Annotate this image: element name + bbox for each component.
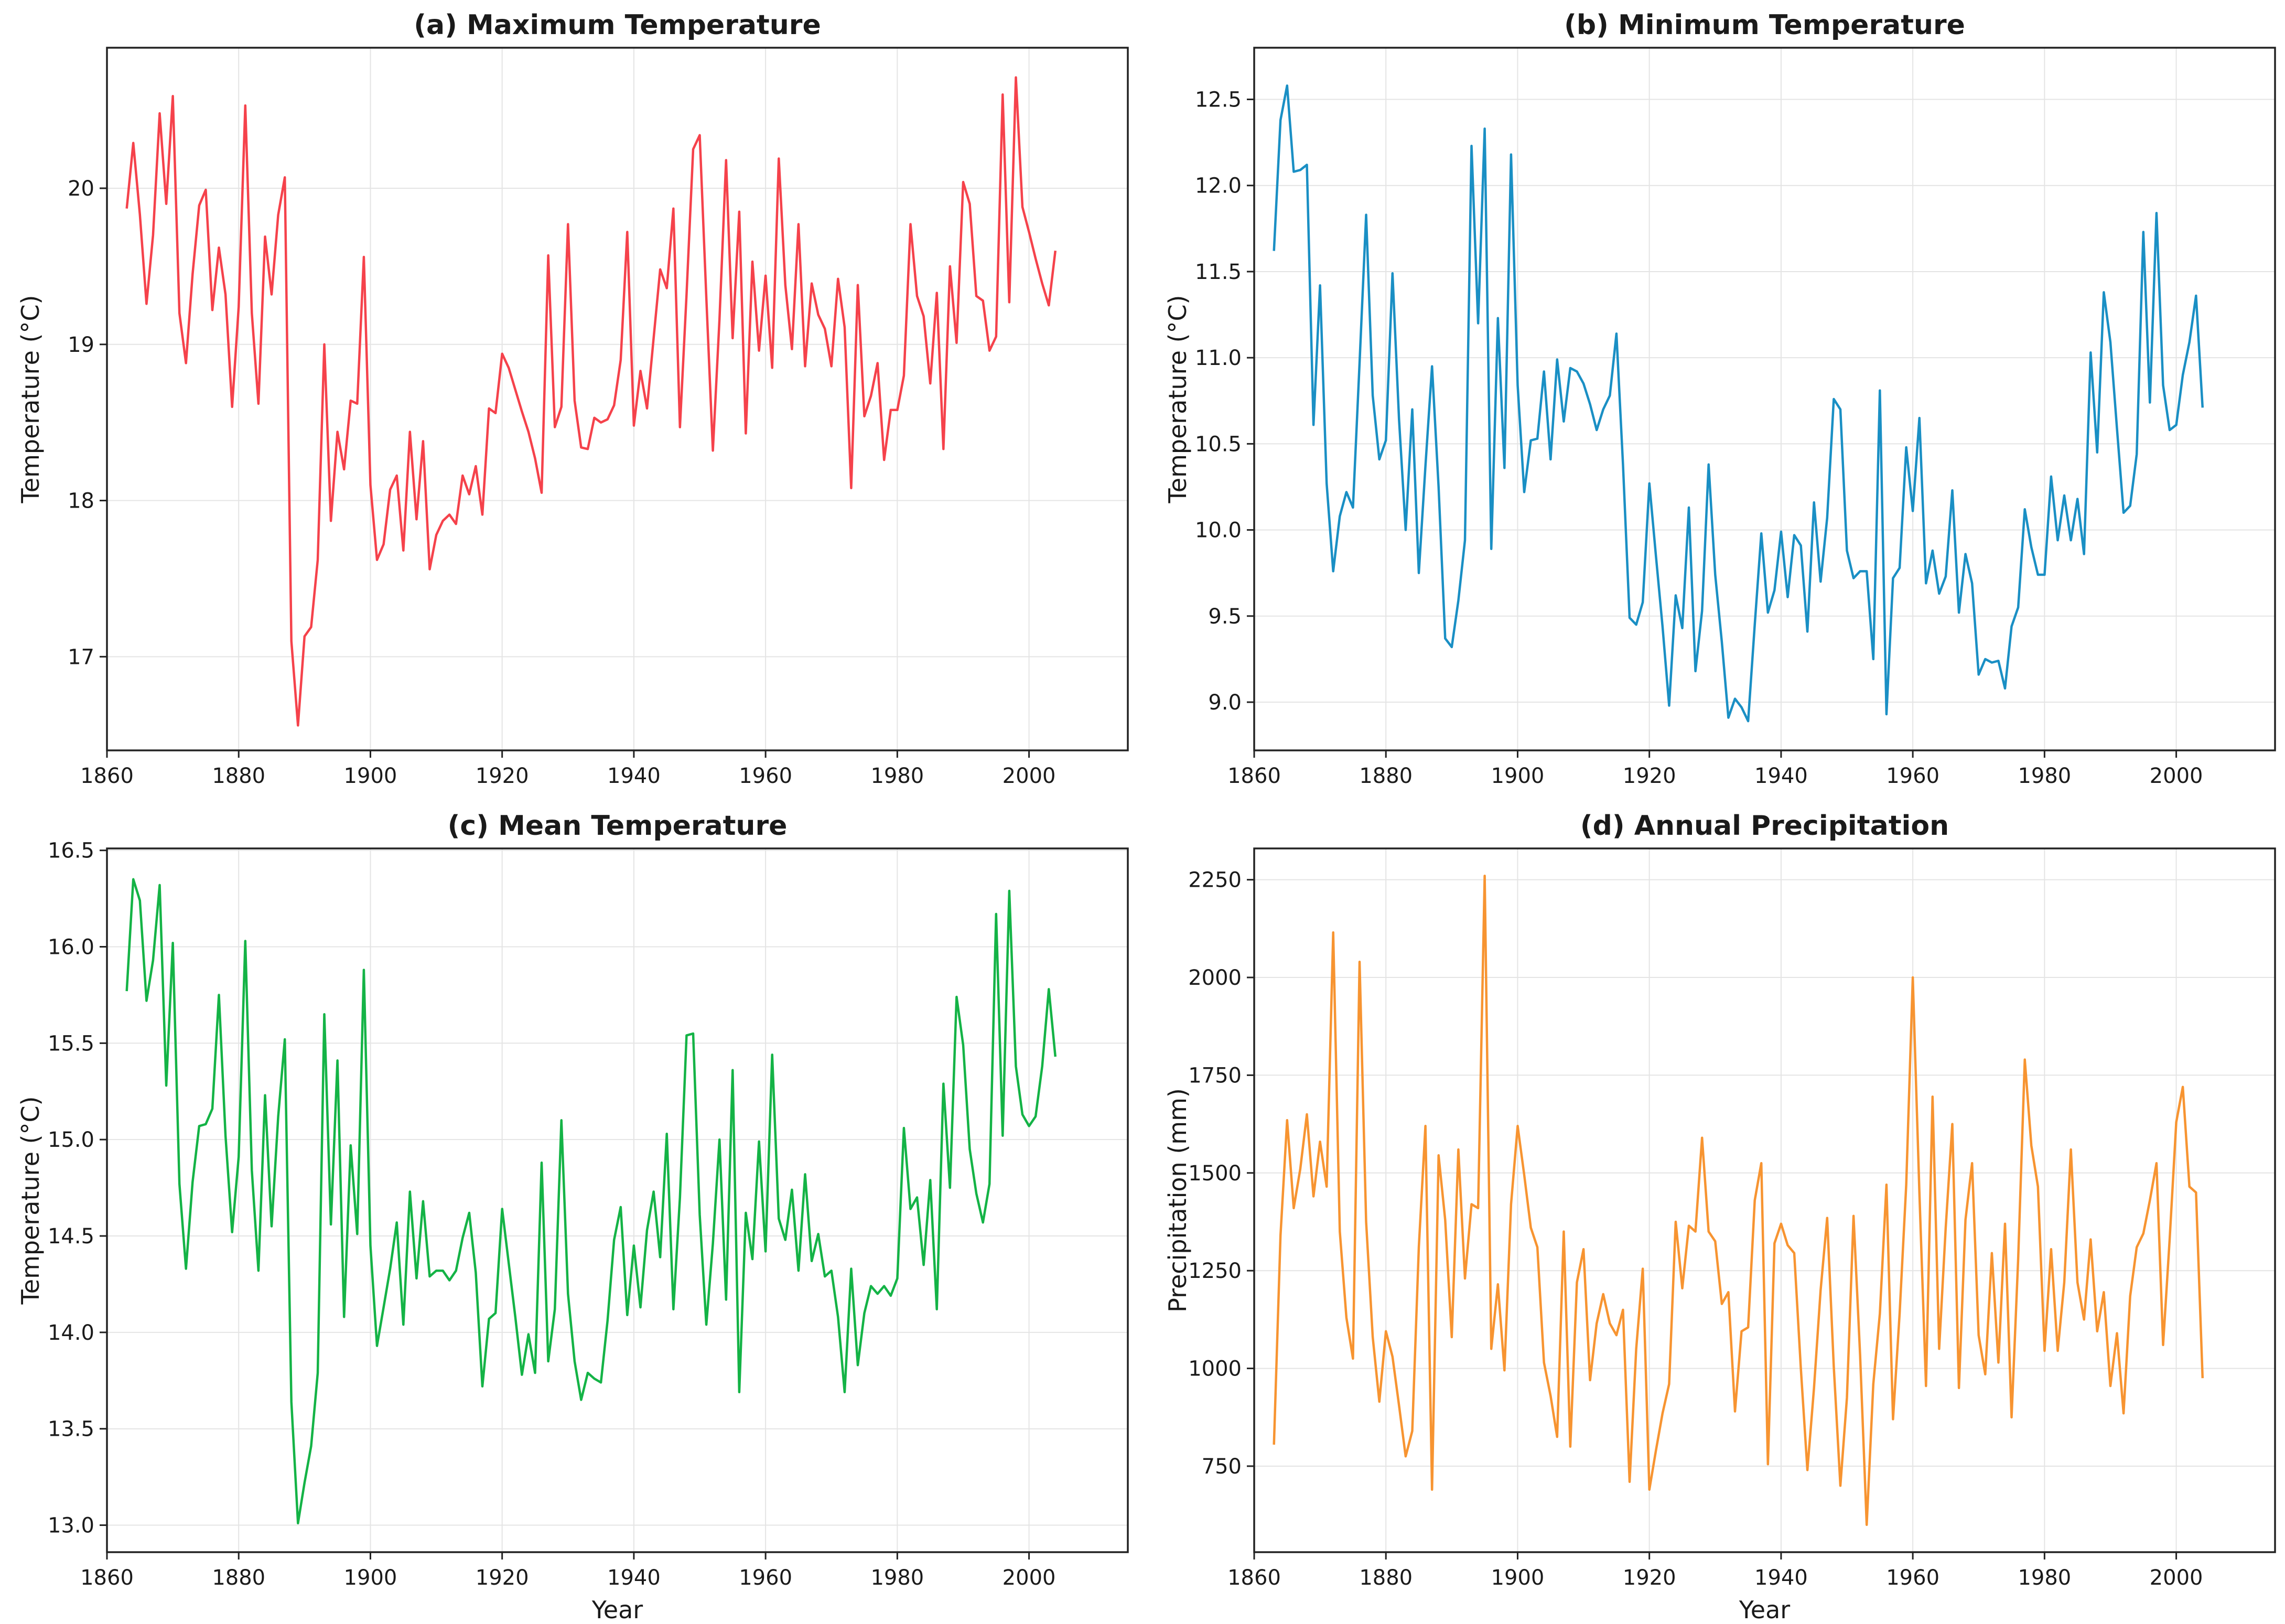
panel-title: (d) Annual Precipitation [1580, 810, 1949, 842]
axes-frame [1253, 847, 2276, 1553]
x-tick-label: 1880 [1359, 764, 1413, 788]
y-axis-label: Precipitation (mm) [1163, 1088, 1192, 1313]
y-tick-label: 1250 [1188, 1259, 1242, 1283]
y-tick-label: 12.0 [1195, 174, 1242, 198]
x-tick-label: 1920 [1623, 764, 1676, 788]
y-tick-label: 2250 [1188, 868, 1242, 892]
x-tick-label: 2000 [1003, 764, 1056, 788]
panel-title: (b) Minimum Temperature [1564, 9, 1965, 41]
y-tick-label: 14.5 [48, 1224, 94, 1249]
x-tick-label: 1980 [2018, 1566, 2071, 1590]
y-tick-label: 11.0 [1195, 346, 1242, 370]
x-tick-label: 1860 [1227, 1566, 1281, 1590]
x-tick-label: 1900 [1491, 1566, 1545, 1590]
y-tick-label: 12.5 [1195, 88, 1242, 112]
y-axis-label: Temperature (°C) [16, 295, 45, 503]
panel-a: 1860 1880 1900 1920 1940 1960 1980 200017181920… [16, 9, 1129, 788]
x-tick-label: 2000 [2150, 764, 2203, 788]
x-tick-label: 1940 [607, 1566, 661, 1590]
y-tick-label: 1750 [1188, 1063, 1242, 1088]
x-tick-label: 1920 [476, 1566, 529, 1590]
x-axis-label: Year [591, 1596, 643, 1624]
x-tick-label: 1900 [344, 1566, 397, 1590]
x-tick-label: 2000 [2150, 1566, 2203, 1590]
x-tick-label: 1980 [870, 764, 924, 788]
x-tick-label: 1920 [476, 764, 529, 788]
y-tick-label: 13.0 [48, 1514, 94, 1538]
y-tick-label: 16.5 [48, 839, 94, 863]
panel-b: 1860 1880 1900 1920 1940 1960 1980 2000 9.0 9.5 10… [1163, 9, 2276, 788]
x-tick-label: 1960 [739, 1566, 792, 1590]
axes-frame [1253, 47, 2276, 751]
y-tick-label: 11.5 [1195, 260, 1242, 284]
y-tick-label: 17 [68, 645, 94, 669]
axes-frame [106, 847, 1129, 1553]
y-tick-label: 20 [68, 177, 94, 201]
y-tick-label: 1000 [1188, 1357, 1242, 1381]
x-tick-label: 1940 [607, 764, 661, 788]
axes-frame [106, 47, 1129, 751]
x-tick-label: 1880 [212, 1566, 265, 1590]
series-line [1273, 84, 2204, 723]
x-axis-label: Year [1739, 1596, 1790, 1624]
y-tick-label: 16.0 [48, 935, 94, 960]
x-tick-label: 1940 [1754, 764, 1808, 788]
x-tick-label: 1860 [80, 764, 134, 788]
series-line [1273, 874, 2204, 1526]
x-tick-label: 1860 [80, 1566, 134, 1590]
x-tick-label: 2000 [1003, 1566, 1056, 1590]
x-tick-label: 1900 [344, 764, 397, 788]
x-tick-label: 1920 [1623, 1566, 1676, 1590]
x-tick-label: 1980 [2018, 764, 2071, 788]
x-tick-label: 1900 [1491, 764, 1545, 788]
y-tick-label: 18 [68, 489, 94, 513]
panel-d: 1860 1880 1900 1920 1940 1960 1980 2000 750 1000 1… [1163, 810, 2276, 1624]
y-tick-label: 1500 [1188, 1161, 1242, 1186]
y-tick-label: 9.5 [1208, 605, 1242, 629]
panel-title: (c) Mean Temperature [448, 810, 788, 842]
x-tick-label: 1940 [1754, 1566, 1808, 1590]
x-tick-label: 1960 [1886, 1566, 1939, 1590]
y-axis-label: Temperature (°C) [16, 1096, 45, 1305]
y-tick-label: 15.5 [48, 1031, 94, 1056]
y-tick-label: 9.0 [1208, 691, 1242, 715]
x-tick-label: 1880 [212, 764, 265, 788]
y-tick-label: 10.0 [1195, 519, 1242, 543]
panel-c: 1860 1880 1900 1920 1940 1960 1980 2000 13.0 13.5… [16, 810, 1129, 1624]
y-tick-label: 15.0 [48, 1128, 94, 1152]
series-line [125, 878, 1057, 1525]
y-tick-label: 2000 [1188, 966, 1242, 990]
x-tick-label: 1960 [739, 764, 792, 788]
y-tick-label: 13.5 [48, 1417, 94, 1442]
y-tick-label: 750 [1202, 1455, 1242, 1479]
y-tick-label: 14.0 [48, 1321, 94, 1345]
x-tick-label: 1960 [1886, 764, 1939, 788]
x-tick-label: 1860 [1227, 764, 1281, 788]
y-axis-label: Temperature (°C) [1163, 295, 1192, 503]
x-tick-label: 1980 [870, 1566, 924, 1590]
x-tick-label: 1880 [1359, 1566, 1413, 1590]
series-line [125, 76, 1057, 727]
panel-title: (a) Maximum Temperature [414, 9, 821, 41]
y-tick-label: 10.5 [1195, 432, 1242, 456]
y-tick-label: 19 [68, 333, 94, 357]
